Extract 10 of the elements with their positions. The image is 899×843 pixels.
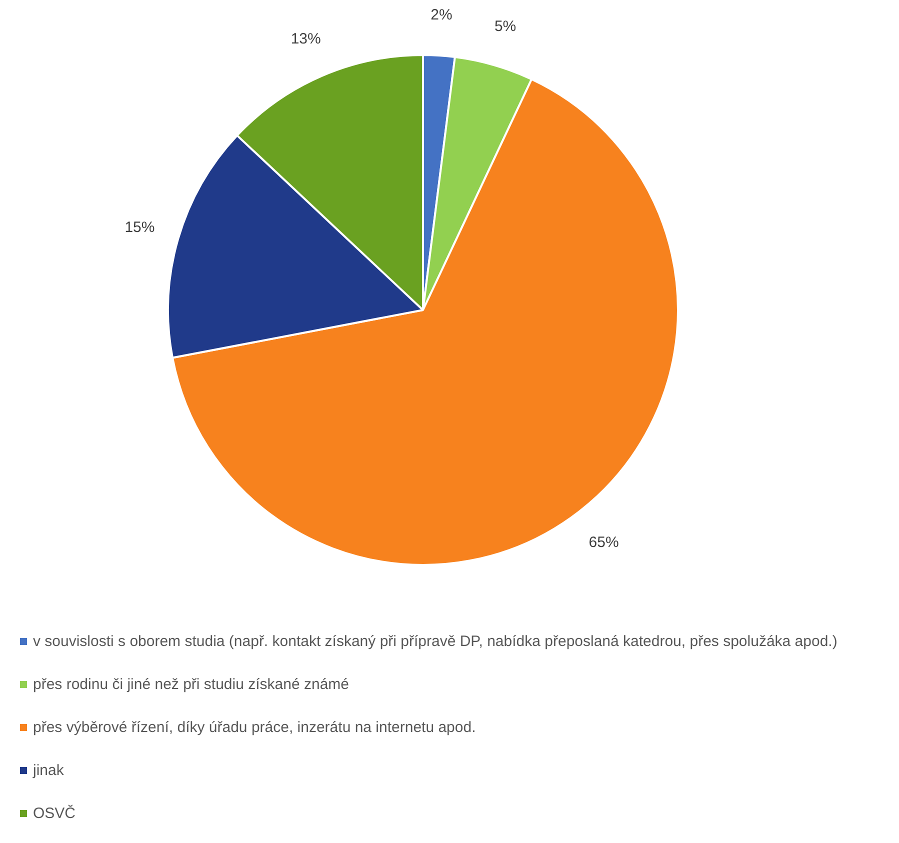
data-label: 5% [494, 18, 516, 35]
data-label: 15% [124, 218, 155, 236]
data-label: 65% [588, 534, 619, 552]
legend-label: jinak [33, 761, 64, 781]
legend-label: přes výběrové řízení, díky úřadu práce, inzerátu na internetu apod. [33, 718, 476, 738]
legend-label: OSVČ [33, 804, 76, 824]
legend-label: přes rodinu či jiné než při studiu získané známé [33, 675, 349, 695]
data-label: 2% [430, 6, 452, 24]
legend-label: v souvislosti s oborem studia (např. kontakt získaný při přípravě DP, nabídka přeposlaná katedrou, přes spolužáka apod.) [33, 632, 838, 652]
data-label: 13% [290, 30, 321, 48]
